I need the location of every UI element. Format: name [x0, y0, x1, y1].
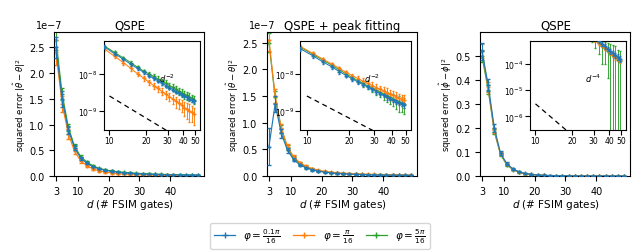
- Title: QSPE + peak fitting: QSPE + peak fitting: [284, 20, 401, 33]
- Y-axis label: squared error $|\hat{\phi} - \phi|^2$: squared error $|\hat{\phi} - \phi|^2$: [437, 57, 454, 152]
- Y-axis label: squared error $|\hat{\theta} - \theta|^2$: squared error $|\hat{\theta} - \theta|^2…: [12, 58, 28, 151]
- X-axis label: $d$ (# FSIM gates): $d$ (# FSIM gates): [86, 197, 173, 211]
- Title: QSPE: QSPE: [540, 20, 571, 33]
- X-axis label: $d$ (# FSIM gates): $d$ (# FSIM gates): [298, 197, 387, 211]
- Title: QSPE: QSPE: [114, 20, 145, 33]
- Y-axis label: squared error $|\hat{\theta} - \theta|^2$: squared error $|\hat{\theta} - \theta|^2…: [224, 58, 241, 151]
- X-axis label: $d$ (# FSIM gates): $d$ (# FSIM gates): [511, 197, 599, 211]
- Legend: $\varphi = \frac{0.1\pi}{16}$, $\varphi = \frac{\pi}{16}$, $\varphi = \frac{5\pi: $\varphi = \frac{0.1\pi}{16}$, $\varphi …: [210, 223, 430, 249]
